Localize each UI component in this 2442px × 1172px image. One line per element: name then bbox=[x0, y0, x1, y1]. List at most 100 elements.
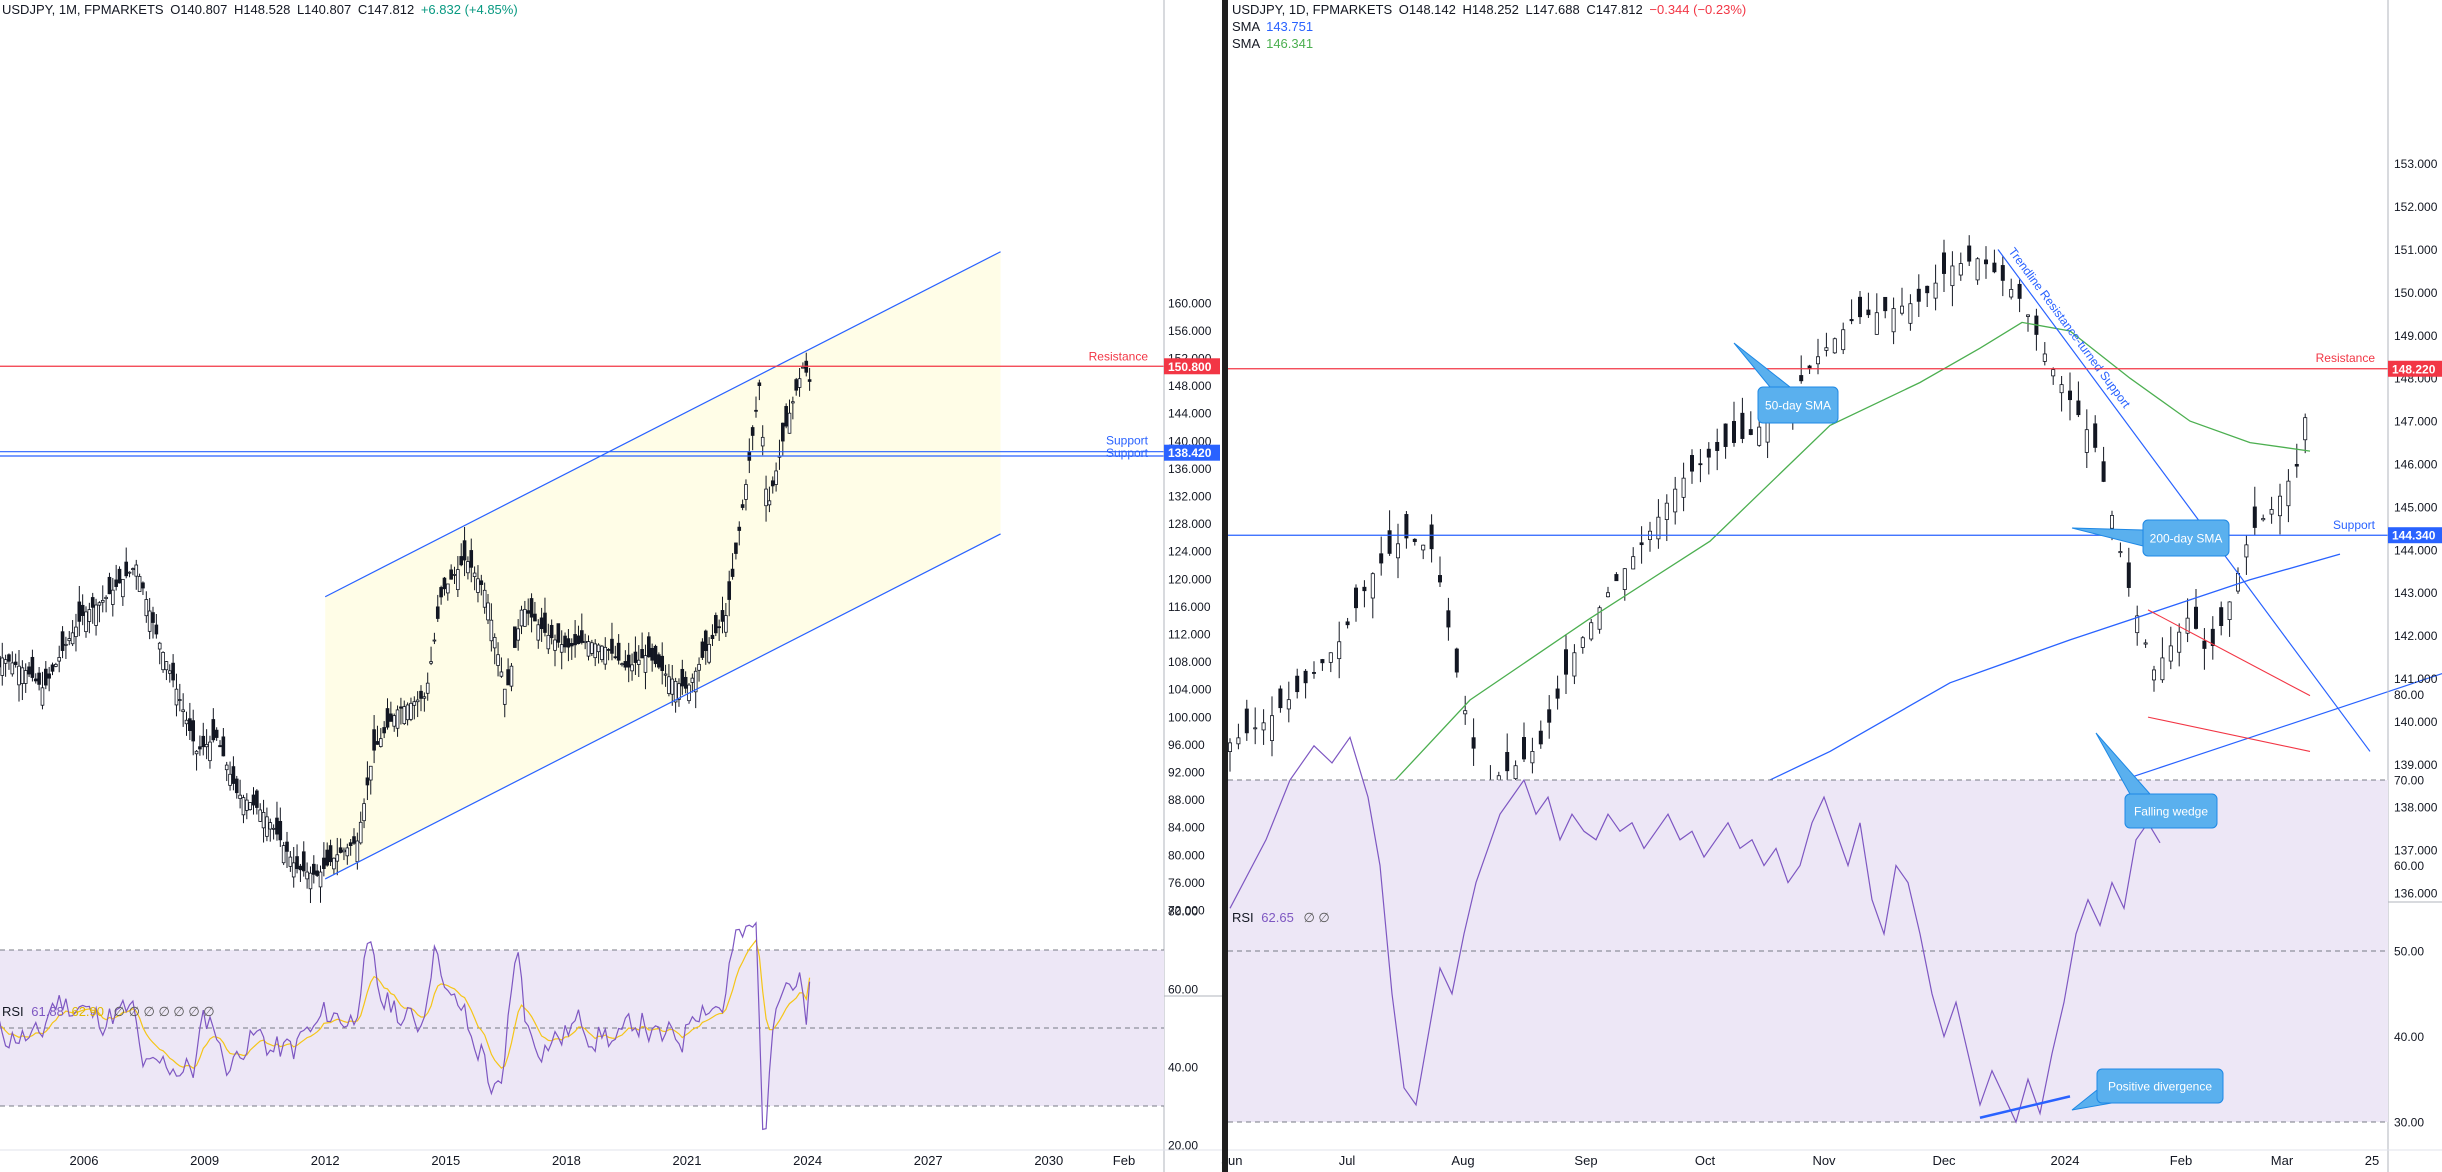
daily-candle-body bbox=[1589, 622, 1594, 640]
candle-body bbox=[469, 550, 474, 568]
daily-candle-body bbox=[1404, 514, 1409, 539]
candle-body bbox=[97, 602, 102, 606]
candle-body bbox=[496, 654, 500, 666]
candle-body bbox=[224, 764, 229, 771]
sma50-label: SMA bbox=[1232, 36, 1260, 51]
candle-body bbox=[322, 857, 326, 869]
pane-divider[interactable] bbox=[1222, 0, 1228, 1172]
candle-body bbox=[174, 688, 179, 706]
daily-candle-body bbox=[1564, 649, 1569, 675]
candle-body bbox=[271, 827, 276, 830]
daily-candle-body bbox=[2067, 390, 2072, 401]
right-price-tick: 151.000 bbox=[2394, 243, 2438, 257]
daily-candle-body bbox=[1908, 303, 1913, 324]
candle-body bbox=[375, 741, 380, 745]
left-low: L140.807 bbox=[296, 2, 352, 17]
candle-body bbox=[44, 668, 48, 686]
left-rsi-line bbox=[0, 921, 811, 1131]
left-rsi-legend[interactable]: RSI 61.88 62.90 ∅ ∅ ∅ ∅ ∅ ∅ ∅ bbox=[2, 1004, 215, 1020]
candle-body bbox=[372, 729, 376, 751]
candle-body bbox=[549, 624, 554, 639]
candle-body bbox=[194, 750, 199, 755]
daily-candle-body bbox=[1396, 543, 1401, 559]
candle-body bbox=[151, 612, 155, 623]
right-rsi-line bbox=[1229, 735, 2161, 1124]
sma50-legend[interactable]: SMA 146.341 bbox=[1232, 36, 1313, 51]
right-time-tick: Feb bbox=[2170, 1153, 2192, 1168]
candle-body bbox=[419, 690, 423, 699]
daily-candle-body bbox=[2009, 288, 2014, 298]
candle-body bbox=[610, 638, 614, 654]
daily-candle-body bbox=[2177, 631, 2182, 653]
candle-body bbox=[693, 670, 698, 693]
candle-body bbox=[238, 794, 242, 799]
left-price-tick: 80.000 bbox=[1168, 848, 1205, 862]
candle-body bbox=[727, 581, 732, 600]
candle-body bbox=[563, 635, 567, 648]
candle-body bbox=[181, 709, 185, 713]
daily-candle-body bbox=[1513, 765, 1518, 780]
daily-candle-body bbox=[1925, 285, 1930, 294]
candle-body bbox=[677, 683, 681, 700]
candle-body bbox=[714, 615, 718, 634]
daily-candle-body bbox=[2193, 606, 2198, 629]
daily-candle-body bbox=[1354, 587, 1359, 609]
candle-body bbox=[412, 701, 417, 706]
candle-body bbox=[305, 871, 309, 880]
candle-body bbox=[161, 652, 165, 671]
daily-candle-body bbox=[1362, 586, 1367, 592]
candle-body bbox=[382, 727, 386, 734]
callout-wedge-box bbox=[2124, 793, 2218, 829]
candle-body bbox=[389, 713, 393, 722]
candle-body bbox=[198, 746, 202, 750]
daily-candle-body bbox=[1328, 652, 1333, 663]
candle-body bbox=[10, 662, 15, 675]
left-price-tick: 76.000 bbox=[1168, 876, 1205, 890]
candle-body bbox=[667, 676, 671, 694]
left-price-tick: 136.000 bbox=[1168, 462, 1212, 476]
left-change: +6.832 (+4.85%) bbox=[420, 2, 518, 17]
right-rsi-legend[interactable]: RSI 62.65 ∅ ∅ bbox=[1232, 910, 1330, 926]
daily-candle-body bbox=[1580, 637, 1585, 648]
candle-body bbox=[315, 870, 319, 876]
left-time-tick: 2009 bbox=[190, 1153, 219, 1168]
candle-body bbox=[328, 845, 333, 863]
right-support-label: Support bbox=[2333, 518, 2376, 532]
daily-candle-body bbox=[2303, 417, 2308, 441]
right-time-tick: Dec bbox=[1932, 1153, 1956, 1168]
candle-body bbox=[657, 654, 661, 668]
left-rsi-ma-line bbox=[0, 938, 811, 1069]
candle-body bbox=[379, 738, 383, 747]
right-price-tick: 144.000 bbox=[2394, 543, 2438, 557]
daily-candle-body bbox=[2244, 544, 2249, 558]
candle-body bbox=[720, 610, 725, 622]
candle-body bbox=[47, 673, 51, 679]
left-price-tick: 92.000 bbox=[1168, 766, 1205, 780]
daily-candle-body bbox=[2185, 617, 2190, 634]
left-resistance-tag-bg bbox=[1164, 358, 1220, 375]
right-symbol[interactable]: USDJPY, 1D, FPMARKETS bbox=[1232, 2, 1393, 17]
candle-body bbox=[462, 540, 467, 561]
daily-candle-body bbox=[1320, 659, 1325, 664]
right-price-tick: 152.000 bbox=[2394, 200, 2438, 214]
candle-body bbox=[452, 573, 457, 576]
daily-candle-body bbox=[2277, 495, 2282, 517]
candle-body bbox=[214, 729, 219, 738]
daily-candle-body bbox=[2026, 314, 2031, 317]
candle-body bbox=[33, 678, 38, 682]
candle-body bbox=[744, 484, 748, 500]
daily-candle-body bbox=[2135, 615, 2140, 634]
sma200-legend[interactable]: SMA 143.751 bbox=[1232, 19, 1313, 34]
daily-candle-body bbox=[1698, 463, 1703, 466]
daily-candle-body bbox=[1639, 542, 1644, 546]
candle-body bbox=[623, 661, 628, 668]
candle-body bbox=[167, 670, 172, 674]
candle-body bbox=[569, 643, 574, 647]
left-time-tick: 2012 bbox=[311, 1153, 340, 1168]
candle-body bbox=[111, 589, 115, 605]
left-symbol[interactable]: USDJPY, 1M, FPMARKETS bbox=[2, 2, 164, 17]
candle-body bbox=[707, 643, 711, 663]
daily-candle-body bbox=[1984, 259, 1989, 265]
daily-candle-body bbox=[1303, 670, 1308, 684]
